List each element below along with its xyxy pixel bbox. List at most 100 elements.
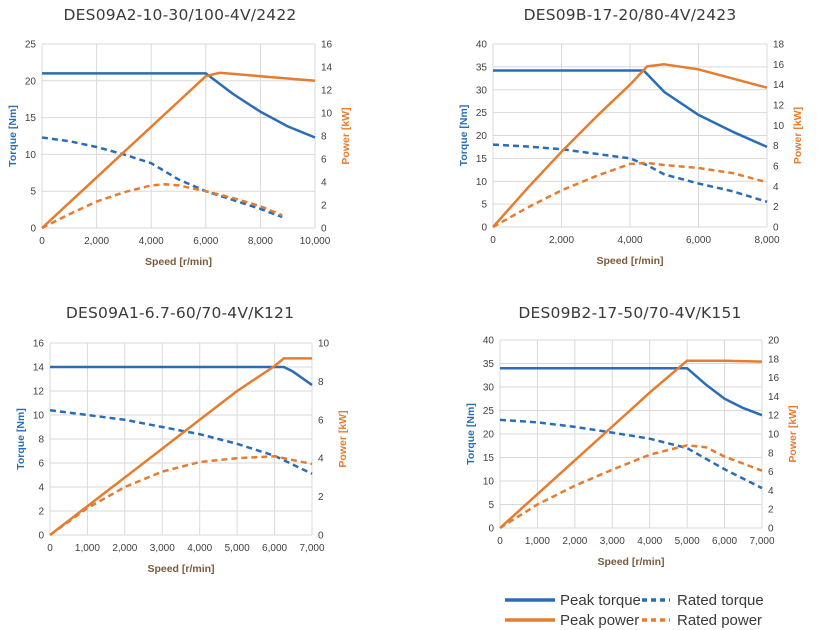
y2-tick-label: 6 — [768, 467, 774, 478]
x-tick-label: 2,000 — [112, 543, 137, 554]
x-tick-label: 4,000 — [637, 536, 662, 547]
y-tick-label: 14 — [33, 363, 45, 374]
series-rated-torque — [492, 143, 768, 203]
y-tick-label: 20 — [25, 76, 37, 87]
series-peak-power — [49, 357, 312, 536]
y2-tick-label: 10 — [773, 121, 785, 132]
y-tick-label: 40 — [483, 336, 495, 347]
series-peak-power — [499, 359, 763, 529]
series-rated-power — [41, 183, 283, 230]
y2-tick-label: 8 — [773, 141, 779, 152]
series-rated-torque — [49, 408, 313, 475]
chart-3: DES09A1-6.7-60/70-4V/K121 0 2 4 6 8 10 12 14 16 0 2… — [15, 304, 349, 575]
y-tick-label: 30 — [476, 85, 488, 96]
x-tick-label: 5,000 — [675, 536, 700, 547]
series-peak-power — [41, 71, 316, 229]
series-peak-torque — [42, 72, 316, 139]
y2-tick-label: 6 — [773, 162, 779, 173]
x-tick-label: 1,000 — [525, 536, 550, 547]
y-axis-label: Torque [Nm] — [15, 408, 27, 470]
y2-tick-label: 16 — [773, 60, 785, 71]
x-tick-label: 0 — [47, 543, 53, 554]
y2-tick-label: 6 — [321, 155, 327, 166]
series-rated-torque — [41, 136, 283, 219]
x-tick-label: 1,000 — [75, 543, 100, 554]
x-tick-label: 6,000 — [262, 543, 287, 554]
x-tick-label: 6,000 — [686, 235, 711, 246]
x-tick-label: 2,000 — [562, 536, 587, 547]
x-tick-label: 0 — [497, 536, 503, 547]
y-tick-label: 25 — [476, 108, 488, 119]
y2-tick-label: 14 — [768, 392, 780, 403]
y2-tick-label: 20 — [768, 336, 780, 347]
x-axis-label: Speed [r/min] — [596, 255, 663, 267]
y2-tick-label: 18 — [768, 354, 780, 365]
x-tick-label: 4,000 — [187, 543, 212, 554]
y-axis-label: Torque [Nm] — [458, 105, 470, 167]
x-tick-label: 5,000 — [225, 543, 250, 554]
y2-tick-label: 0 — [773, 223, 779, 234]
y-tick-label: 30 — [483, 383, 495, 394]
y-tick-label: 10 — [483, 477, 495, 488]
y2-tick-label: 6 — [318, 415, 324, 426]
x-axis-label: Speed [r/min] — [145, 256, 212, 268]
series-peak-torque — [500, 366, 763, 417]
y2-tick-label: 2 — [321, 201, 327, 212]
y-tick-label: 0 — [38, 531, 44, 542]
y-tick-label: 2 — [38, 507, 44, 518]
y2-tick-label: 16 — [321, 40, 333, 51]
x-tick-label: 0 — [39, 236, 45, 247]
y2-tick-label: 4 — [318, 454, 324, 465]
y-tick-label: 10 — [33, 411, 45, 422]
y2-tick-label: 10 — [768, 430, 780, 441]
y-tick-label: 4 — [38, 483, 44, 494]
x-tick-label: 3,000 — [600, 536, 625, 547]
x-tick-label: 2,000 — [549, 235, 574, 246]
y-tick-label: 6 — [38, 459, 44, 470]
y2-tick-label: 8 — [768, 448, 774, 459]
x-tick-label: 7,000 — [299, 543, 324, 554]
y-tick-label: 5 — [481, 200, 487, 211]
legend-peak-power-label: Peak power — [560, 612, 639, 629]
y2-tick-label: 8 — [318, 377, 324, 388]
x-tick-label: 10,000 — [300, 236, 331, 247]
y-tick-label: 0 — [481, 223, 487, 234]
y-tick-label: 10 — [476, 177, 488, 188]
y-axis-label: Torque [Nm] — [465, 403, 477, 465]
y2-tick-label: 2 — [773, 202, 779, 213]
y2-tick-label: 4 — [768, 486, 774, 497]
series-peak-torque — [493, 69, 768, 149]
chart-4: DES09B2-17-50/70-4V/K1510510152025303540… — [465, 304, 799, 568]
legend-rated-power-label: Rated power — [677, 612, 762, 629]
y2-axis-label: Power [kW] — [792, 107, 804, 164]
y2-tick-label: 14 — [321, 63, 333, 74]
y-tick-label: 15 — [483, 453, 495, 464]
x-tick-label: 8,000 — [248, 236, 273, 247]
y-tick-label: 10 — [25, 150, 37, 161]
chart-title: DES09B2-17-50/70-4V/K151 — [518, 304, 741, 322]
y-tick-label: 15 — [25, 113, 37, 124]
y-tick-label: 40 — [476, 40, 488, 51]
y-tick-label: 35 — [483, 359, 495, 370]
y2-tick-label: 10 — [321, 109, 333, 120]
y-tick-label: 5 — [488, 500, 494, 511]
chart-1: DES09A2-10-30/100-4V/2422 0 5 10 15 20 25 0 2 4 6 8… — [7, 6, 352, 268]
x-tick-label: 6,000 — [712, 536, 737, 547]
x-tick-label: 7,000 — [749, 536, 774, 547]
y2-tick-label: 2 — [768, 505, 774, 516]
y-tick-label: 15 — [476, 154, 488, 165]
x-tick-label: 6,000 — [193, 236, 218, 247]
y-tick-label: 16 — [33, 339, 45, 350]
y2-axis-label: Power [kW] — [787, 405, 799, 462]
x-tick-label: 4,000 — [617, 235, 642, 246]
x-axis-label: Speed [r/min] — [147, 563, 214, 575]
series-peak-torque — [50, 365, 313, 387]
y2-axis-label: Power [kW] — [337, 410, 349, 467]
y2-tick-label: 14 — [773, 80, 785, 91]
series-rated-torque — [499, 418, 763, 490]
y2-axis-label: Power [kW] — [340, 107, 352, 164]
y2-tick-label: 16 — [768, 373, 780, 384]
y-tick-label: 12 — [33, 387, 45, 398]
y2-tick-label: 4 — [321, 178, 327, 189]
